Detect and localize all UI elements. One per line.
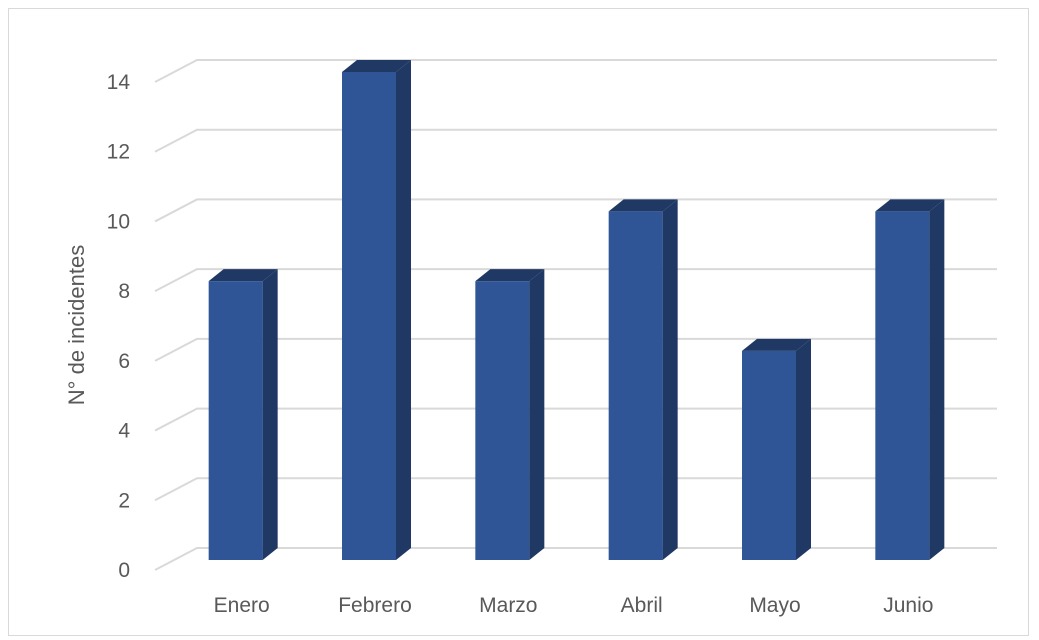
bar-top	[475, 269, 545, 282]
y-axis-title: N° de incidentes	[64, 245, 89, 405]
y-tick-label: 6	[118, 350, 130, 373]
x-axis-categories: Enero Febrero Marzo Abril Mayo Junio	[214, 594, 934, 617]
bar	[342, 60, 411, 560]
x-category-label: Abril	[621, 594, 663, 617]
bar-front	[208, 281, 263, 560]
bar-side	[662, 199, 678, 560]
bar	[475, 269, 545, 560]
y-tick-label: 4	[118, 420, 130, 443]
y-tick-label: 12	[107, 141, 130, 164]
y-tick-label: 8	[118, 280, 130, 303]
bar-side	[396, 60, 411, 560]
y-tick-label: 14	[107, 71, 131, 94]
gridlines	[154, 59, 997, 571]
gridline	[154, 59, 997, 83]
gridline	[154, 337, 997, 362]
x-category-label: Marzo	[479, 594, 537, 617]
gridline	[154, 547, 997, 571]
x-category-label: Febrero	[338, 594, 412, 617]
bar	[875, 199, 945, 560]
bar-front	[875, 211, 930, 560]
bar-side	[262, 269, 278, 560]
bar-top	[208, 269, 278, 282]
y-tick-label: 10	[107, 210, 130, 233]
gridline	[154, 198, 997, 223]
bar-top	[875, 199, 945, 212]
bar-top	[608, 199, 678, 212]
bar-front	[742, 350, 796, 560]
bar-side	[796, 338, 811, 560]
bar	[608, 199, 678, 560]
y-tick-label: 2	[118, 489, 130, 512]
bar	[208, 269, 278, 560]
bars	[208, 60, 945, 560]
x-category-label: Junio	[883, 594, 933, 617]
gridline	[154, 128, 997, 153]
bar-top	[342, 60, 411, 72]
bar-front	[342, 72, 396, 560]
gridline	[154, 268, 997, 293]
bar	[742, 338, 811, 560]
bar-side	[929, 199, 945, 560]
gridline	[154, 407, 997, 432]
bar-front	[608, 211, 663, 560]
x-category-label: Mayo	[749, 594, 800, 617]
bar-top	[742, 338, 811, 351]
y-tick-label: 0	[118, 559, 130, 582]
y-axis-ticks: 0 2 4 6 8 10 12 14	[107, 71, 131, 582]
gridline	[154, 477, 997, 502]
bar-front	[475, 281, 530, 560]
x-category-label: Enero	[214, 594, 270, 617]
bar-side	[529, 269, 545, 560]
